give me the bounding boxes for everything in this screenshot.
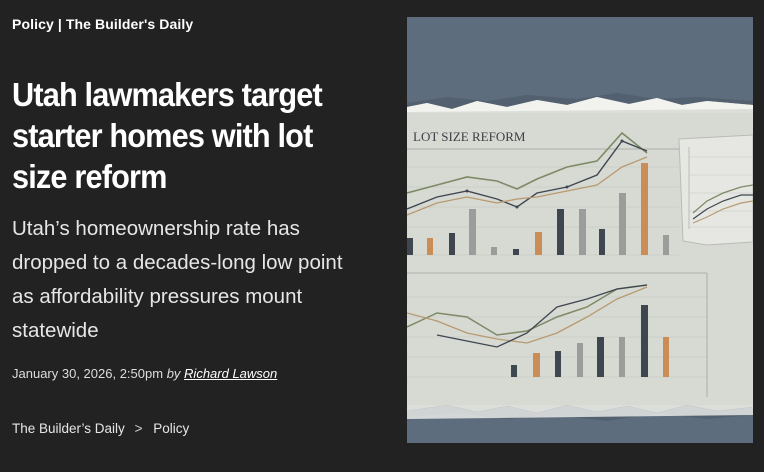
- kicker: Policy | The Builder's Daily: [12, 16, 193, 32]
- upper-bars: [407, 163, 669, 255]
- breadcrumb-home-link[interactable]: The Builder’s Daily: [12, 421, 125, 436]
- author-link[interactable]: Richard Lawson: [184, 366, 278, 381]
- article-meta: January 30, 2026, 2:50pm by Richard Laws…: [12, 366, 277, 381]
- torn-paper-chart-illustration: LOT SIZE REFORM: [407, 17, 753, 443]
- article-hero-image[interactable]: LOT SIZE REFORM: [407, 17, 753, 443]
- side-chart-card: [678, 134, 753, 246]
- kicker-separator: |: [57, 16, 62, 32]
- breadcrumb-section-link[interactable]: Policy: [153, 421, 190, 436]
- publish-date: January 30, 2026, 2:50pm: [12, 366, 164, 381]
- lower-bars: [511, 305, 669, 377]
- paper-title: LOT SIZE REFORM: [413, 129, 526, 144]
- byline-prefix: by: [166, 366, 181, 381]
- article-headline: Utah lawmakers target starter homes with…: [12, 76, 323, 195]
- kicker-section-link[interactable]: Policy: [12, 16, 54, 32]
- breadcrumb: The Builder’s Daily > Policy: [12, 421, 189, 436]
- breadcrumb-separator: >: [134, 421, 143, 436]
- article-dek: Utah’s homeownership rate has dropped to…: [12, 217, 343, 342]
- kicker-publication-link[interactable]: The Builder's Daily: [65, 16, 194, 32]
